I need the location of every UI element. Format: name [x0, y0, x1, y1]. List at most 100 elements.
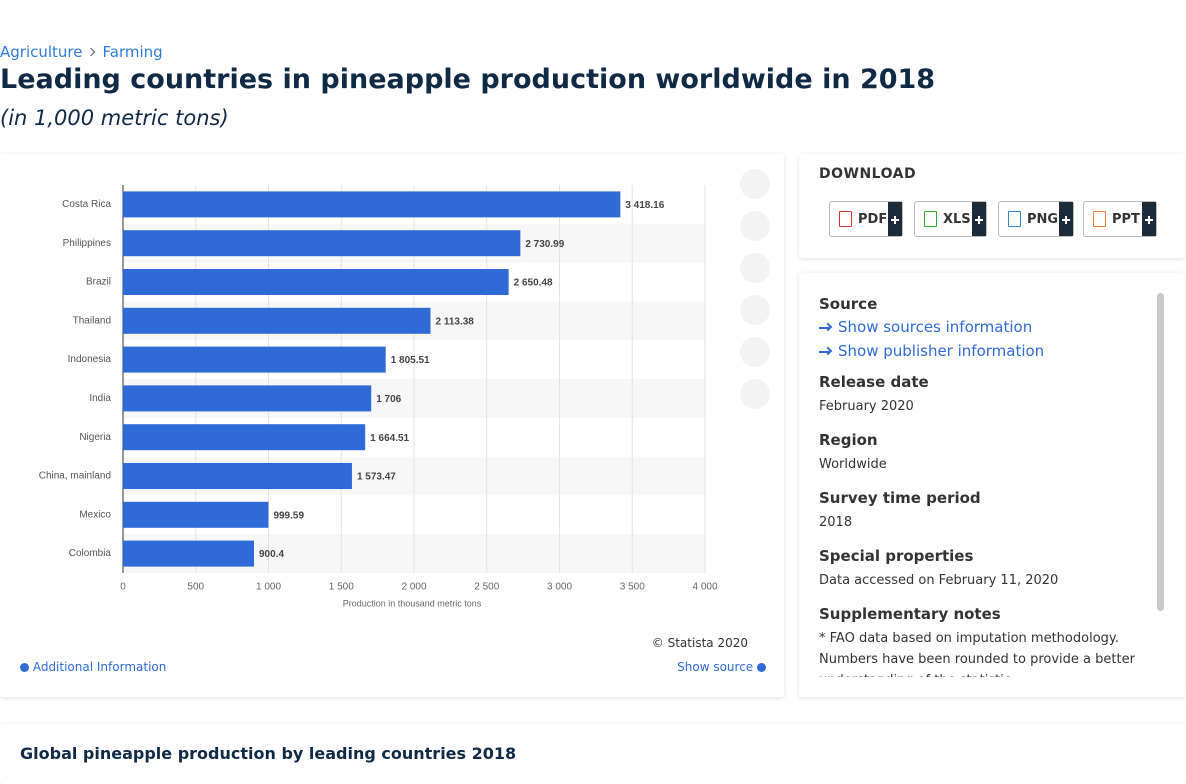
x-tick-label: 0: [120, 582, 126, 593]
bar: [123, 424, 366, 451]
link-text: Show sources information: [838, 318, 1033, 336]
page-subtitle: (in 1,000 metric tons): [0, 106, 229, 130]
source-title: Source: [819, 295, 878, 313]
data-label: 1 573.47: [357, 472, 396, 483]
additional-info[interactable]: Additional Information: [20, 660, 166, 674]
plus-v: [978, 215, 980, 224]
page: Agriculture Farming Leading countries in …: [0, 0, 1186, 760]
bar: [123, 540, 255, 567]
detail-value: Data accessed on February 11, 2020: [819, 573, 1059, 588]
plus: [1059, 202, 1073, 236]
detail-value: Worldwide: [819, 457, 887, 472]
bar: [123, 307, 431, 334]
source-link[interactable]: Show sources information: [819, 315, 1139, 339]
y-tick-label: Philippines: [63, 238, 111, 249]
breadcrumb-link[interactable]: Agriculture: [0, 43, 83, 61]
download-button[interactable]: PDF: [829, 201, 903, 237]
separator: [86, 47, 95, 57]
bar: [123, 385, 372, 412]
detail-label: Region: [819, 431, 878, 449]
download-button[interactable]: XLS: [914, 201, 987, 237]
y-tick-label: China, mainland: [39, 471, 111, 482]
button-label: PDF: [858, 211, 888, 227]
info-icon: [20, 663, 29, 672]
cite-button[interactable]: [740, 337, 770, 367]
bar: [123, 191, 621, 218]
favorite-button[interactable]: [740, 169, 770, 199]
link-text: Show publisher information: [838, 342, 1045, 360]
bar: [123, 501, 269, 528]
y-tick-label: Brazil: [86, 277, 111, 288]
file-icon: [839, 211, 852, 227]
x-tick-label: 3 000: [547, 582, 572, 593]
detail-item: Supplementary notes * FAO data based on i…: [819, 605, 1139, 677]
button-label: PPT: [1112, 211, 1140, 227]
details-card: Source Show sources information Show pub…: [799, 273, 1185, 697]
x-tick-label: 2 500: [474, 582, 499, 593]
y-tick-label: Thailand: [73, 315, 111, 326]
share-button[interactable]: [740, 295, 770, 325]
arrow-icon: [819, 326, 830, 329]
data-label: 2 650.48: [514, 278, 553, 289]
data-label: 900.4: [259, 549, 284, 560]
x-tick-label: 1 500: [329, 582, 354, 593]
print-button[interactable]: [740, 379, 770, 409]
detail-value: 2018: [819, 515, 853, 530]
detail-label: Supplementary notes: [819, 605, 1001, 623]
y-tick-label: Indonesia: [68, 354, 112, 365]
bar: [123, 269, 509, 295]
plus-v: [1148, 215, 1150, 224]
settings-button[interactable]: [740, 253, 770, 283]
breadcrumb: Agriculture Farming: [0, 42, 163, 61]
detail-item: Special properties Data accessed on Febru…: [819, 547, 1139, 591]
plus-v: [894, 215, 896, 224]
breadcrumb-link[interactable]: Farming: [102, 43, 163, 61]
detail-item: Region Worldwide: [819, 431, 1139, 475]
detail-item: Survey time period 2018: [819, 489, 1139, 533]
show-source[interactable]: Show source: [677, 660, 766, 674]
x-tick-label: 500: [187, 582, 204, 593]
download-button[interactable]: PPT: [1083, 201, 1157, 237]
x-tick-label: 1 000: [256, 582, 281, 593]
x-tick-label: 4 000: [692, 582, 717, 593]
info-icon: [757, 663, 766, 672]
additional-info-text: Additional Information: [32, 660, 167, 674]
detail-label: Survey time period: [819, 489, 981, 507]
x-tick-label: 2 000: [401, 582, 426, 593]
bar: [123, 463, 352, 489]
detail-items: Release date February 2020 Region Worldwide…: [819, 373, 1139, 677]
data-label: 1 706: [376, 394, 401, 405]
y-tick-label: Nigeria: [79, 432, 111, 443]
show-source-text: Show source: [677, 660, 754, 674]
button-label: PNG: [1027, 211, 1059, 227]
details-content: Source Show sources information Show pub…: [819, 295, 1139, 677]
detail-value: February 2020: [819, 399, 914, 414]
data-label: 3 418.16: [625, 200, 664, 211]
next-heading: Global pineapple production by leading c…: [20, 744, 517, 763]
file-icon: [1093, 211, 1106, 227]
chart: 0 500 1 000 1 500 2 000 2 500 3 000 3 500 4 000 P…: [39, 185, 718, 608]
data-label: 1 805.51: [391, 355, 430, 366]
scrollbar[interactable]: [1157, 293, 1164, 611]
data-label: 2 730.99: [525, 239, 564, 250]
alert-button[interactable]: [740, 211, 770, 241]
publisher-link[interactable]: Show publisher information: [819, 339, 1139, 363]
data-label: 2 113.38: [435, 316, 474, 327]
detail-item: Release date February 2020: [819, 373, 1139, 417]
data-label: 999.59: [273, 510, 304, 521]
download-button[interactable]: PNG: [998, 201, 1074, 237]
plus: [888, 202, 902, 236]
chart-card: 0 500 1 000 1 500 2 000 2 500 3 000 3 500 4 000 P…: [0, 154, 784, 697]
x-tick-label: 3 500: [620, 582, 645, 593]
y-tick-label: Costa Rica: [62, 199, 111, 210]
arrow-icon: [819, 350, 830, 353]
page-title: Leading countries in pineapple productio…: [0, 64, 936, 95]
file-icon: [924, 211, 937, 227]
toolbar: [740, 169, 770, 409]
x-axis-label: Production in thousand metric tons: [343, 598, 482, 608]
plus-v: [1065, 215, 1067, 224]
bar: [123, 346, 386, 373]
plus: [972, 202, 986, 236]
copyright: © Statista 2020: [651, 636, 748, 650]
y-tick-label: India: [89, 393, 111, 404]
